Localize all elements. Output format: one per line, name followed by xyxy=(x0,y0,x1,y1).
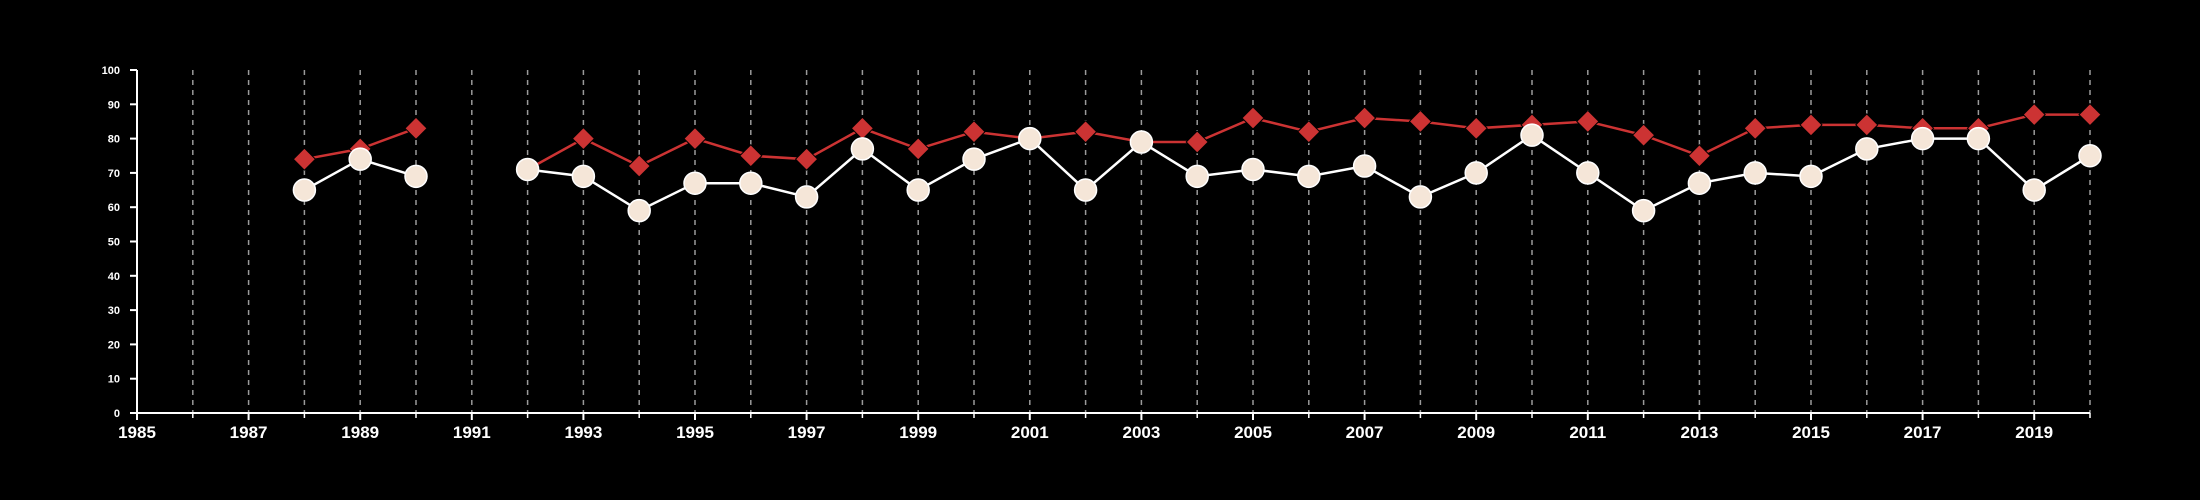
y-tick-label: 80 xyxy=(108,134,120,146)
x-tick-label: 1991 xyxy=(453,423,491,442)
x-tick-label: 2015 xyxy=(1792,423,1830,442)
data-point-circle xyxy=(1743,161,1767,185)
data-point-diamond xyxy=(571,126,596,151)
data-point-circle xyxy=(2022,178,2046,202)
data-point-diamond xyxy=(1855,113,1879,137)
data-point-circle xyxy=(850,137,875,161)
data-point-circle xyxy=(571,164,596,189)
x-tick-label: 2009 xyxy=(1457,423,1495,442)
y-tick-label: 60 xyxy=(108,202,120,214)
data-point-circle xyxy=(2078,144,2102,168)
data-point-circle xyxy=(1464,161,1488,185)
data-point-circle xyxy=(1241,157,1265,182)
data-point-circle xyxy=(1185,164,1209,189)
data-point-diamond xyxy=(683,126,707,151)
data-point-circle xyxy=(962,147,986,171)
data-point-circle xyxy=(1576,161,1600,185)
x-tick-label: 1999 xyxy=(899,423,937,442)
data-point-circle xyxy=(739,171,763,195)
x-tick-label: 1987 xyxy=(230,423,268,442)
data-point-circle xyxy=(348,147,372,171)
x-tick-label: 2011 xyxy=(1569,423,1606,442)
data-point-circle xyxy=(1799,164,1823,189)
y-tick-label: 20 xyxy=(108,339,120,351)
data-point-diamond xyxy=(1576,109,1600,134)
data-point-diamond xyxy=(292,147,317,171)
data-point-diamond xyxy=(1687,144,1712,168)
x-tick-label: 1993 xyxy=(564,423,602,442)
data-point-diamond xyxy=(1631,123,1656,147)
data-point-diamond xyxy=(1743,116,1767,141)
x-tick-label: 1985 xyxy=(118,423,156,442)
data-point-diamond xyxy=(2022,102,2046,127)
data-point-diamond xyxy=(850,116,875,141)
x-tick-label: 1989 xyxy=(341,423,379,442)
x-tick-label: 2001 xyxy=(1011,423,1049,442)
data-point-diamond xyxy=(404,116,428,141)
data-point-diamond xyxy=(1073,120,1098,144)
data-point-circle xyxy=(1631,198,1656,223)
data-point-circle xyxy=(1966,126,1991,151)
y-tick-label: 0 xyxy=(114,408,120,420)
data-point-diamond xyxy=(794,147,819,171)
data-point-diamond xyxy=(962,120,986,144)
data-point-diamond xyxy=(906,137,930,161)
data-point-circle xyxy=(1129,130,1154,154)
x-tick-label: 1997 xyxy=(788,423,826,442)
data-point-diamond xyxy=(2078,102,2102,127)
y-tick-label: 50 xyxy=(108,237,120,249)
data-point-circle xyxy=(1855,137,1879,161)
data-point-diamond xyxy=(1408,109,1433,134)
x-tick-label: 2013 xyxy=(1680,423,1718,442)
data-point-circle xyxy=(683,171,707,195)
grid-lines xyxy=(192,70,2091,413)
series-2 xyxy=(292,123,2102,223)
y-tick-label: 30 xyxy=(108,305,120,317)
data-point-circle xyxy=(515,157,540,182)
data-point-diamond xyxy=(1464,116,1488,141)
data-point-circle xyxy=(1910,126,1935,151)
data-point-circle xyxy=(1018,126,1042,151)
y-tick-label: 90 xyxy=(108,99,120,111)
y-tick-label: 70 xyxy=(108,168,120,180)
axes: 1985 1987 1989 1991 1993 1995 1997 1999 2001 2003… xyxy=(102,65,2091,442)
y-tick-label: 40 xyxy=(108,271,120,283)
data-point-circle xyxy=(627,198,651,223)
x-tick-label: 2005 xyxy=(1234,423,1272,442)
data-point-circle xyxy=(1408,185,1433,209)
data-point-circle xyxy=(1297,164,1321,189)
data-point-diamond xyxy=(1185,130,1209,154)
data-point-circle xyxy=(1073,178,1098,202)
data-point-diamond xyxy=(627,154,651,178)
data-point-circle xyxy=(404,164,428,189)
y-tick-label: 10 xyxy=(108,374,120,386)
data-point-circle xyxy=(906,178,930,202)
x-tick-label: 1995 xyxy=(676,423,714,442)
x-tick-label: 2003 xyxy=(1122,423,1160,442)
data-point-diamond xyxy=(1297,120,1321,144)
data-point-circle xyxy=(292,178,317,202)
data-point-circle xyxy=(1687,171,1712,195)
x-tick-label: 2007 xyxy=(1346,423,1384,442)
y-tick-label: 100 xyxy=(102,65,120,77)
data-point-circle xyxy=(1520,123,1544,147)
data-point-diamond xyxy=(1241,106,1265,130)
data-point-diamond xyxy=(1799,113,1823,137)
series xyxy=(292,102,2102,223)
x-tick-label: 2019 xyxy=(2015,423,2053,442)
data-point-diamond xyxy=(1352,106,1377,130)
data-point-circle xyxy=(1352,154,1377,178)
data-point-circle xyxy=(794,185,819,209)
x-tick-label: 2017 xyxy=(1904,423,1942,442)
data-point-diamond xyxy=(739,144,763,168)
